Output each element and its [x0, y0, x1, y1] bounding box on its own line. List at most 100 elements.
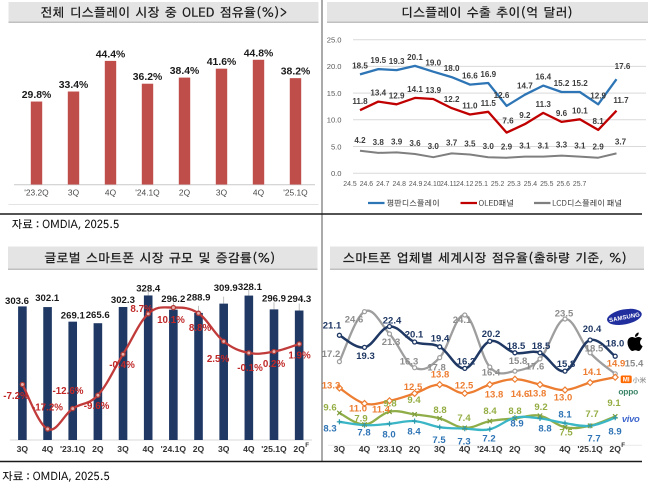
svg-text:11.0: 11.0 — [349, 403, 367, 414]
svg-text:4.2: 4.2 — [354, 136, 366, 145]
svg-text:25.2: 25.2 — [491, 181, 505, 188]
svg-text:5.0: 5.0 — [331, 142, 342, 151]
svg-text:294.3: 294.3 — [287, 294, 311, 305]
svg-text:4Q: 4Q — [142, 444, 154, 454]
svg-text:328.4: 328.4 — [136, 284, 161, 295]
svg-text:20.2: 20.2 — [482, 329, 501, 340]
svg-text:15.2: 15.2 — [572, 79, 588, 88]
svg-text:36.2%: 36.2% — [133, 72, 162, 83]
svg-text:8.0: 8.0 — [382, 429, 395, 440]
svg-text:288.9: 288.9 — [186, 293, 210, 304]
svg-text:12.2: 12.2 — [444, 95, 460, 104]
svg-text:7.7: 7.7 — [587, 433, 600, 444]
svg-text:2Q: 2Q — [509, 444, 521, 454]
svg-text:302.3: 302.3 — [111, 295, 135, 306]
svg-text:24.6: 24.6 — [345, 314, 364, 325]
svg-text:2Q: 2Q — [409, 444, 421, 454]
svg-text:7.7: 7.7 — [585, 409, 598, 420]
svg-text:3Q: 3Q — [68, 187, 80, 197]
svg-text:4Q: 4Q — [42, 444, 54, 454]
svg-text:13.4: 13.4 — [370, 89, 386, 98]
svg-text:15.8: 15.8 — [557, 359, 576, 370]
svg-text:44.4%: 44.4% — [96, 49, 125, 60]
svg-text:13.9: 13.9 — [425, 86, 441, 95]
svg-text:302.1: 302.1 — [35, 293, 60, 304]
svg-text:25.6: 25.6 — [556, 181, 570, 188]
svg-text:2Q: 2Q — [293, 444, 305, 454]
svg-text:3Q: 3Q — [17, 444, 29, 454]
svg-text:3.1: 3.1 — [538, 142, 550, 151]
svg-text:22.4: 22.4 — [383, 315, 402, 326]
svg-text:29.8%: 29.8% — [22, 90, 51, 101]
svg-text:12.9: 12.9 — [590, 91, 606, 100]
svg-text:3.7: 3.7 — [446, 138, 458, 147]
svg-text:15.8: 15.8 — [509, 356, 528, 367]
svg-text:8.8%: 8.8% — [189, 323, 212, 334]
svg-text:16.4: 16.4 — [535, 73, 551, 82]
svg-text:3Q: 3Q — [434, 444, 446, 454]
svg-text:3.0: 3.0 — [428, 142, 440, 151]
svg-text:4Q: 4Q — [253, 187, 265, 197]
svg-text:21.1: 21.1 — [323, 320, 342, 331]
svg-text:2.9: 2.9 — [593, 143, 605, 152]
svg-text:15.4: 15.4 — [625, 358, 644, 369]
svg-text:265.6: 265.6 — [86, 310, 110, 321]
svg-text:3Q: 3Q — [216, 187, 228, 197]
svg-text:'25.1Q: '25.1Q — [283, 187, 308, 197]
svg-text:8.3: 8.3 — [323, 423, 336, 434]
svg-text:8.4: 8.4 — [483, 406, 497, 417]
svg-text:16.2: 16.2 — [457, 356, 476, 367]
svg-text:18.0: 18.0 — [606, 338, 625, 349]
svg-text:8.8: 8.8 — [433, 405, 446, 416]
svg-text:25.0: 25.0 — [327, 36, 342, 45]
svg-text:'24.1Q: '24.1Q — [161, 444, 187, 454]
svg-text:9.2: 9.2 — [519, 111, 531, 120]
svg-text:23.5: 23.5 — [555, 308, 574, 319]
svg-text:13.8: 13.8 — [431, 369, 450, 380]
svg-text:8.1: 8.1 — [593, 117, 605, 126]
svg-text:2Q: 2Q — [179, 187, 191, 197]
svg-text:7.3: 7.3 — [457, 436, 470, 447]
svg-text:-0.4%: -0.4% — [109, 360, 135, 371]
svg-text:'24.1Q: '24.1Q — [477, 444, 503, 454]
svg-text:12.5: 12.5 — [455, 380, 474, 391]
svg-text:24.8: 24.8 — [392, 181, 406, 188]
svg-text:10.1: 10.1 — [572, 106, 588, 115]
svg-text:3Q: 3Q — [534, 444, 546, 454]
svg-text:41.6%: 41.6% — [207, 57, 236, 68]
svg-text:20.1: 20.1 — [405, 329, 424, 340]
svg-text:16.6: 16.6 — [462, 72, 478, 81]
svg-text:25.5: 25.5 — [540, 181, 554, 188]
svg-text:9.6: 9.6 — [323, 402, 336, 413]
svg-text:14.9: 14.9 — [607, 358, 626, 369]
svg-text:0.0: 0.0 — [331, 169, 342, 178]
svg-text:33.4%: 33.4% — [59, 80, 88, 91]
svg-text:'23.1Q: '23.1Q — [60, 444, 86, 454]
svg-text:'23.2Q: '23.2Q — [24, 187, 49, 197]
svg-text:328.1: 328.1 — [238, 282, 263, 293]
svg-text:20.4: 20.4 — [583, 324, 602, 335]
svg-text:oppo: oppo — [618, 387, 638, 397]
svg-text:24.5: 24.5 — [343, 181, 357, 188]
svg-text:11.0: 11.0 — [462, 101, 478, 110]
svg-text:25.1: 25.1 — [474, 181, 488, 188]
svg-text:F: F — [621, 442, 625, 449]
svg-text:8.8: 8.8 — [538, 423, 551, 434]
svg-text:15.0: 15.0 — [327, 89, 342, 98]
svg-text:-0.1%: -0.1% — [237, 363, 263, 374]
svg-text:12.5: 12.5 — [404, 382, 423, 393]
svg-text:4Q: 4Q — [359, 444, 371, 454]
svg-text:296.2: 296.2 — [161, 294, 185, 305]
svg-text:4Q: 4Q — [105, 187, 117, 197]
svg-text:13.0: 13.0 — [554, 392, 573, 403]
svg-text:19.0: 19.0 — [425, 59, 441, 68]
svg-text:-17.2%: -17.2% — [32, 403, 63, 414]
svg-text:9.6: 9.6 — [556, 109, 568, 118]
svg-text:8.9: 8.9 — [510, 418, 523, 429]
svg-text:19.4: 19.4 — [431, 333, 450, 344]
svg-text:8.4: 8.4 — [407, 426, 421, 437]
svg-text:12.6: 12.6 — [494, 91, 510, 100]
svg-text:7.5: 7.5 — [559, 427, 573, 438]
svg-text:11.3: 11.3 — [536, 100, 552, 109]
svg-text:25.7: 25.7 — [573, 181, 587, 188]
